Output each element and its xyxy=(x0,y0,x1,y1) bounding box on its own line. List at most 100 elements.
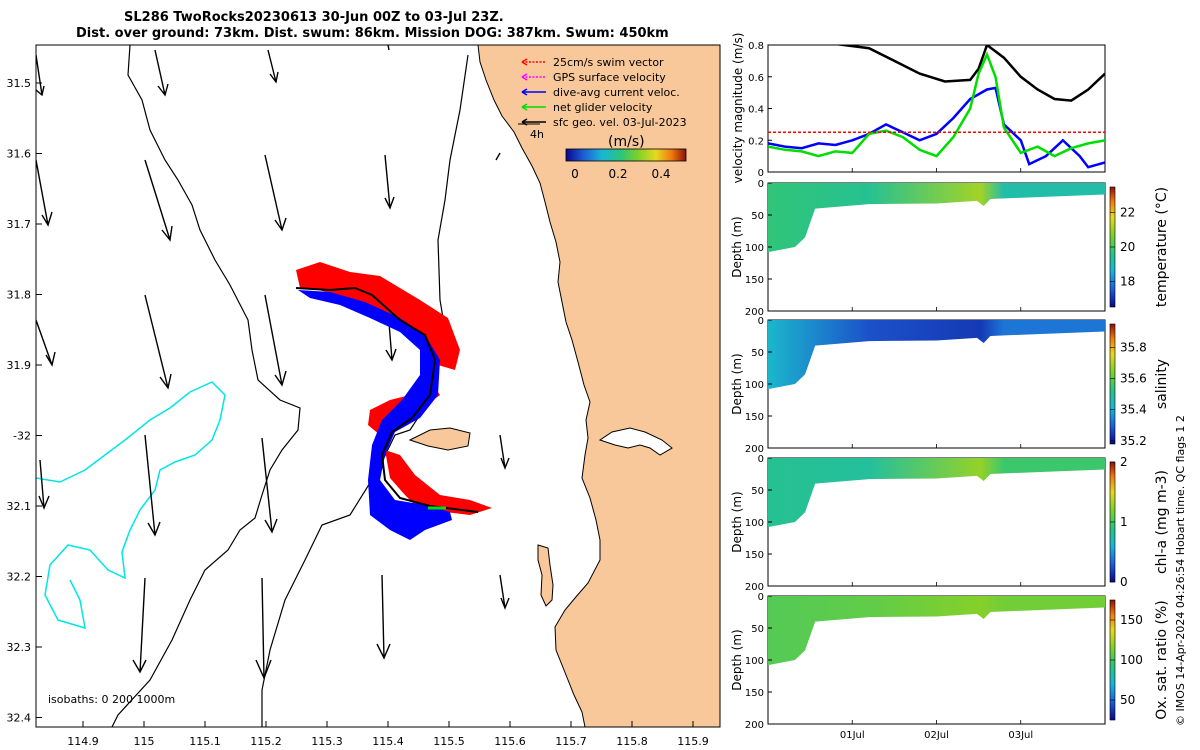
colorbar-tick-label: 35.4 xyxy=(1120,403,1147,417)
lon-tick-label: 115.4 xyxy=(372,735,404,748)
depth-tick-label: 50 xyxy=(751,211,764,222)
land-mass xyxy=(477,45,720,727)
lat-tick-label: 32.1 xyxy=(7,500,32,513)
depth-axis-label: Depth (m) xyxy=(730,353,744,414)
colorbar-tick-label: 50 xyxy=(1120,693,1135,707)
legend-arrowhead xyxy=(521,58,528,66)
map-legend: 25cm/s swim vector GPS surface velocity di… xyxy=(518,56,687,181)
lat-tick-label: 32.2 xyxy=(7,571,32,584)
depth-axis-label: Depth (m) xyxy=(730,216,744,277)
time-tick-label: 03Jul xyxy=(1008,730,1033,741)
variable-label: temperature (°C) xyxy=(1154,187,1170,307)
colorbar-tick-label: 2 xyxy=(1120,455,1128,469)
speed-colorbar-tick: 0.2 xyxy=(608,167,627,181)
depth-axis-label: Depth (m) xyxy=(730,491,744,552)
colorbar-tick-label: 100 xyxy=(1120,653,1143,667)
lon-tick-label: 115.3 xyxy=(311,735,343,748)
speed-colorbar-tick: 0 xyxy=(571,167,579,181)
scale-arrow-label: 4h xyxy=(530,128,544,141)
colorbar-title: (m/s) xyxy=(608,134,645,150)
glider-track xyxy=(295,286,479,513)
velocity-ytick-label: 0.4 xyxy=(748,105,764,116)
lon-tick-label: 115.1 xyxy=(189,735,221,748)
variable-label: chl-a (mg m-3) xyxy=(1154,470,1170,574)
swan-river xyxy=(598,427,673,456)
section-panel: 0 50 100 150 200 Depth (m) 35.2 35.4 35.6 35.8 sal… xyxy=(730,316,1170,455)
section-data-area xyxy=(768,458,1105,528)
velocity-panel: 0 0.2 0.4 0.6 0.8 velocity magnitude (m/s) xyxy=(731,33,1106,184)
velocity-ylabel: velocity magnitude (m/s) xyxy=(731,33,745,184)
section-data-area xyxy=(768,183,1105,253)
map-panel: isobaths: 0 200 1000m 114.9 115 115.1 115.2… xyxy=(7,44,721,748)
depth-tick-label: 0 xyxy=(758,592,764,603)
depth-tick-label: 200 xyxy=(745,444,764,455)
depth-tick-label: 200 xyxy=(745,720,764,731)
legend-label: GPS surface velocity xyxy=(553,71,666,84)
lon-tick-label: 115 xyxy=(134,735,155,748)
legend-arrowhead xyxy=(521,88,528,96)
depth-tick-label: 0 xyxy=(758,179,764,190)
time-tick-label: 02Jul xyxy=(924,730,949,741)
section-panel: 0 50 100 150 200 Depth (m) 0 1 2 chl-a (mg m-3) xyxy=(730,454,1170,593)
velocity-ytick-label: 0.6 xyxy=(748,73,764,84)
colorbar-tick-label: 1 xyxy=(1120,515,1128,529)
map-lat-ticks: 31.5 31.6 31.7 31.8 31.9 -32 32.1 32.2 32.3 32.4 xyxy=(7,77,42,725)
depth-tick-label: 100 xyxy=(745,380,764,391)
velocity-ytick-label: 0.8 xyxy=(748,41,764,52)
time-tick-label: 01Jul xyxy=(840,730,865,741)
velocity-series-line xyxy=(768,86,1105,169)
section-data-area xyxy=(768,320,1105,390)
section-panel: 0 50 100 150 200 Depth (m) 18 20 22 temperature (… xyxy=(730,179,1170,318)
figure-title-line1: SL286 TwoRocks20230613 30-Jun 00Z to 03-… xyxy=(124,10,504,25)
lat-tick-label: -32 xyxy=(13,430,31,443)
lon-tick-label: 115.5 xyxy=(433,735,465,748)
depth-tick-label: 50 xyxy=(751,348,764,359)
colorbar-tick-label: 20 xyxy=(1120,240,1135,254)
lat-tick-label: 31.7 xyxy=(7,218,32,231)
figure-title-line2: Dist. over ground: 73km. Dist. swum: 86k… xyxy=(76,26,669,41)
credit-line: © IMOS 14-Apr-2024 04:26:54 Hobart time.… xyxy=(1174,415,1187,726)
lat-tick-label: 31.8 xyxy=(7,289,32,302)
variable-label: Ox. sat. ratio (%) xyxy=(1154,600,1170,719)
colorbar-tick-label: 35.2 xyxy=(1120,434,1147,448)
lat-tick-label: 32.3 xyxy=(7,641,32,654)
isobath-200m xyxy=(261,54,469,727)
dive-avg-current-band xyxy=(298,290,452,540)
colorbar-tick-label: 0 xyxy=(1120,575,1128,589)
lat-tick-label: 31.5 xyxy=(7,77,32,90)
isobath-1000m xyxy=(111,45,301,727)
velocity-ytick-label: 0 xyxy=(758,168,764,179)
legend-label: 25cm/s swim vector xyxy=(553,56,664,69)
depth-tick-label: 0 xyxy=(758,316,764,327)
lon-tick-label: 115.2 xyxy=(250,735,282,748)
legend-label: sfc geo. vel. 03-Jul-2023 xyxy=(553,116,687,129)
depth-tick-label: 50 xyxy=(751,486,764,497)
rottnest-island xyxy=(408,427,471,451)
depth-tick-label: 100 xyxy=(745,518,764,529)
section-data-area xyxy=(768,596,1105,666)
legend-arrowhead xyxy=(521,103,528,111)
depth-tick-label: 100 xyxy=(745,656,764,667)
legend-arrowhead xyxy=(521,73,528,81)
depth-axis-label: Depth (m) xyxy=(730,629,744,690)
depth-tick-label: 0 xyxy=(758,454,764,465)
depth-tick-label: 150 xyxy=(745,412,764,423)
colorbar-tick-label: 18 xyxy=(1120,274,1135,288)
depth-tick-label: 100 xyxy=(745,243,764,254)
section-panel: 0 50 100 150 200 Depth (m) 50 100 150 Ox. sat. ra… xyxy=(730,592,1170,731)
isobath-0m-cyan xyxy=(36,381,226,630)
velocity-series-line xyxy=(833,45,1105,102)
map-lon-ticks: 114.9 115 115.1 115.2 115.3 115.4 115.5 115.6 11… xyxy=(67,721,709,748)
depth-tick-label: 150 xyxy=(745,550,764,561)
depth-tick-label: 50 xyxy=(751,624,764,635)
speed-colorbar xyxy=(565,148,687,162)
legend-label: dive-avg current veloc. xyxy=(553,86,680,99)
lon-tick-label: 114.9 xyxy=(67,735,99,748)
velocity-ytick-label: 0.2 xyxy=(748,136,764,147)
speed-colorbar-tick: 0.4 xyxy=(651,167,670,181)
lon-tick-label: 115.6 xyxy=(494,735,526,748)
lat-tick-label: 31.6 xyxy=(7,148,32,161)
lat-tick-label: 31.9 xyxy=(7,359,32,372)
garden-island xyxy=(537,544,554,607)
